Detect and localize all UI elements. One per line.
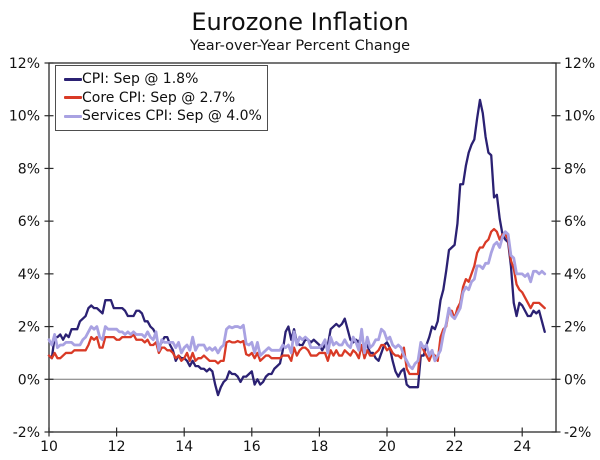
legend-item-services-cpi: Services CPI: Sep @ 4.0% (64, 107, 263, 126)
legend-swatch-cpi (64, 77, 82, 81)
x-tick-label: 14 (175, 439, 193, 455)
y-tick-label-right: 4% (564, 267, 586, 283)
x-tick-label: 10 (40, 439, 58, 455)
legend-label-services-cpi: Services CPI: Sep @ 4.0% (82, 108, 262, 125)
y-tick-label-left: 2% (18, 320, 40, 336)
y-tick-label-right: 2% (564, 320, 586, 336)
legend: CPI: Sep @ 1.8% Core CPI: Sep @ 2.7% Ser… (55, 65, 268, 131)
y-tick-label-left: 6% (18, 214, 40, 230)
x-tick-label: 24 (513, 439, 531, 455)
y-tick-label-right: 12% (564, 56, 595, 72)
legend-item-cpi: CPI: Sep @ 1.8% (64, 70, 263, 89)
x-tick-label: 16 (243, 439, 261, 455)
x-tick-label: 20 (378, 439, 396, 455)
y-tick-label-left: -2% (13, 425, 40, 441)
series-line-services-cpi (47, 230, 547, 371)
y-tick-label-right: 8% (564, 161, 586, 177)
x-tick-label: 18 (310, 439, 328, 455)
y-tick-label-left: 12% (9, 56, 40, 72)
y-tick-label-left: 8% (18, 161, 40, 177)
y-tick-label-right: 10% (564, 109, 595, 125)
y-tick-label-right: 0% (564, 372, 586, 388)
series-line-core-cpi (47, 227, 546, 376)
x-tick-label: 12 (108, 439, 126, 455)
plot-frame (48, 62, 557, 433)
y-tick-label-left: 10% (9, 109, 40, 125)
legend-item-core-cpi: Core CPI: Sep @ 2.7% (64, 89, 263, 108)
y-tick-label-left: 0% (18, 372, 40, 388)
legend-label-core-cpi: Core CPI: Sep @ 2.7% (82, 89, 236, 106)
chart-title: Eurozone Inflation (191, 8, 409, 36)
chart-subtitle: Year-over-Year Percent Change (189, 38, 411, 54)
y-tick-label-left: 4% (18, 267, 40, 283)
y-tick-label-right: 6% (564, 214, 586, 230)
legend-swatch-core-cpi (64, 96, 82, 100)
legend-swatch-services-cpi (64, 114, 82, 118)
legend-label-cpi: CPI: Sep @ 1.8% (82, 71, 199, 88)
series-line-cpi (47, 98, 546, 397)
y-tick-label-right: -2% (564, 425, 591, 441)
x-tick-label: 22 (446, 439, 464, 455)
